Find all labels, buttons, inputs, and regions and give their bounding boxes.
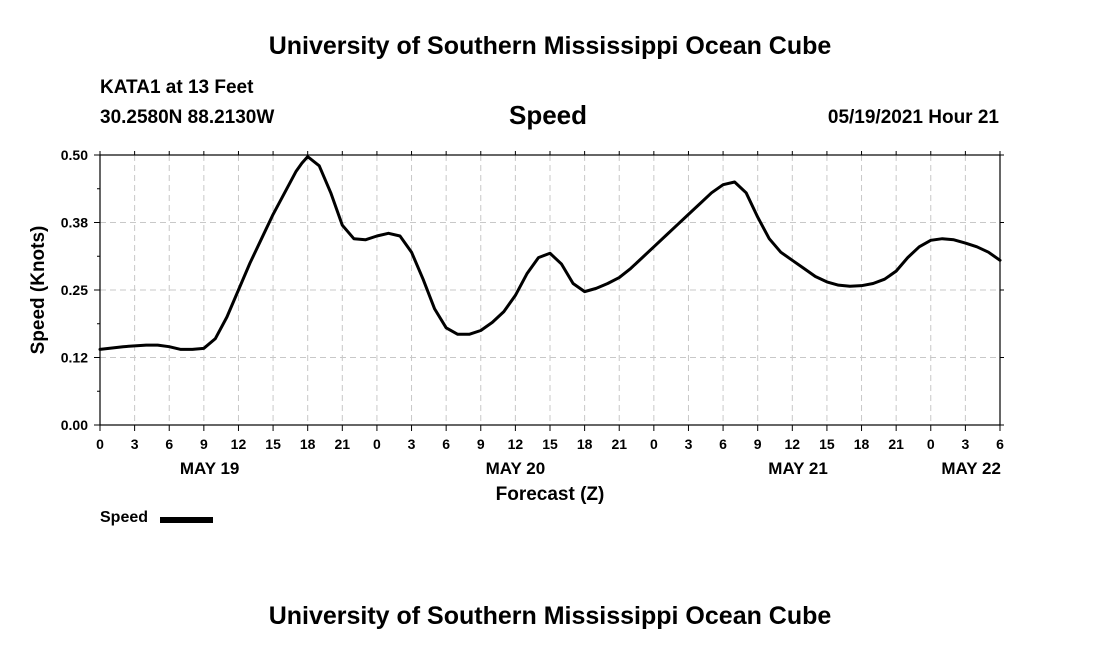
x-tick-label: 9 [754, 436, 762, 452]
x-tick-label: 3 [961, 436, 969, 452]
x-tick-label: 0 [927, 436, 935, 452]
x-tick-label: 6 [996, 436, 1004, 452]
x-tick-label: 21 [888, 436, 904, 452]
station-label: KATA1 at 13 Feet [100, 77, 254, 98]
date-label: MAY 19 [180, 459, 240, 478]
x-tick-label: 21 [611, 436, 627, 452]
y-tick-label: 0.00 [61, 417, 88, 433]
x-tick-label: 12 [785, 436, 801, 452]
date-label: MAY 20 [486, 459, 546, 478]
legend-label: Speed [100, 509, 149, 526]
chart-subtitle: Speed [509, 100, 588, 130]
footer-title: University of Southern Mississippi Ocean… [268, 602, 832, 630]
legend-swatch [160, 517, 213, 523]
date-label: MAY 21 [768, 459, 828, 478]
page-title: University of Southern Mississippi Ocean… [268, 32, 832, 60]
x-tick-label: 21 [335, 436, 351, 452]
x-tick-label: 15 [542, 436, 558, 452]
x-tick-label: 0 [373, 436, 381, 452]
x-tick-label: 15 [265, 436, 281, 452]
x-tick-label: 12 [508, 436, 524, 452]
x-axis-title: Forecast (Z) [496, 484, 605, 505]
x-tick-label: 9 [200, 436, 208, 452]
x-tick-label: 12 [231, 436, 247, 452]
x-tick-label: 3 [408, 436, 416, 452]
speed-series-line [98, 155, 1002, 351]
plot-frame [99, 154, 1001, 426]
y-tick-label: 0.12 [61, 350, 88, 366]
x-tick-label: 0 [650, 436, 658, 452]
x-tick-label: 6 [719, 436, 727, 452]
x-tick-label: 3 [131, 436, 139, 452]
y-tick-label: 0.50 [61, 147, 88, 163]
x-tick-label: 0 [96, 436, 104, 452]
x-tick-label: 6 [165, 436, 173, 452]
x-tick-label: 18 [300, 436, 316, 452]
forecast-timestamp: 05/19/2021 Hour 21 [827, 107, 999, 128]
x-tick-label: 9 [477, 436, 485, 452]
station-coordinates: 30.2580N 88.2130W [100, 107, 275, 128]
x-tick-label: 18 [577, 436, 593, 452]
y-tick-label: 0.25 [61, 282, 88, 298]
x-tick-label: 3 [685, 436, 693, 452]
x-tick-label: 15 [819, 436, 835, 452]
y-axis-title: Speed (Knots) [28, 226, 49, 355]
x-tick-label: 18 [854, 436, 870, 452]
date-label: MAY 22 [941, 459, 1001, 478]
y-tick-label: 0.38 [61, 215, 88, 231]
x-tick-label: 6 [442, 436, 450, 452]
